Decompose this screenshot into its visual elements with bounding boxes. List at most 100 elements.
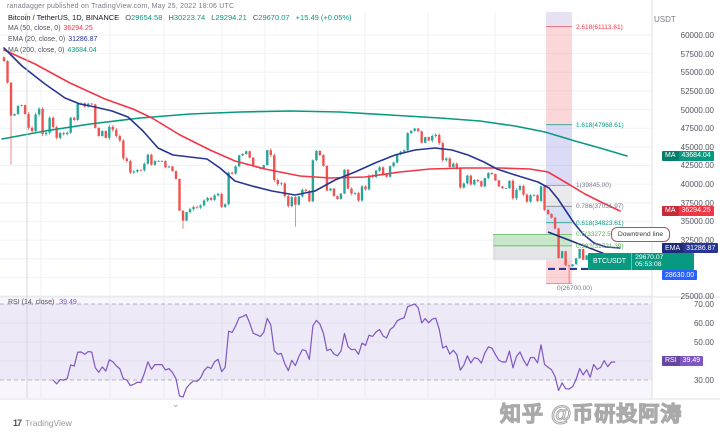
fib-level-label: 0(26700.00) <box>557 284 593 292</box>
legend-ema20[interactable]: EMA (20, close, 0) 31286.87 <box>8 36 97 43</box>
price-tick: 45000.00 <box>680 142 714 152</box>
candle <box>27 114 30 128</box>
candle <box>104 130 107 138</box>
axis-badge-rsi: RSI 39.49 <box>662 355 704 366</box>
candle <box>336 196 339 200</box>
candle <box>216 193 220 196</box>
candle <box>469 175 473 185</box>
price-tick: 40000.00 <box>680 180 714 190</box>
rsi-legend[interactable]: RSI (14, close) 39.49 <box>8 299 77 306</box>
ohlc-high-label: H <box>168 13 174 22</box>
candle <box>473 180 476 185</box>
fib-level-label: 0.618(34823.61) <box>576 219 624 227</box>
candle <box>567 265 571 267</box>
tradingview-logo[interactable]: 17 TradingView <box>13 418 72 428</box>
candle <box>9 82 13 116</box>
candle <box>511 180 515 199</box>
candle <box>111 126 115 130</box>
candle <box>409 130 413 134</box>
rsi-tick: 70.00 <box>693 300 714 309</box>
rsi-tick: 50.00 <box>693 338 714 347</box>
candle <box>157 161 160 162</box>
candle <box>308 190 311 202</box>
price-axis[interactable]: USDT 60000.00 57500.00 55000.00 52500.00 5000… <box>652 0 720 399</box>
candle <box>357 193 360 201</box>
candle <box>269 150 272 156</box>
candle <box>487 172 490 179</box>
ema20-value: 31286.87 <box>68 36 98 43</box>
candle <box>290 197 294 207</box>
candle <box>206 197 209 201</box>
candle <box>266 150 269 166</box>
candle <box>539 186 543 201</box>
ema20-label: EMA (20, close, 0) <box>8 36 66 43</box>
candle <box>230 172 234 174</box>
candle <box>529 195 532 202</box>
candle <box>332 188 336 197</box>
candle <box>223 204 227 207</box>
price-tick: 25000.00 <box>680 291 714 301</box>
candle <box>48 117 51 133</box>
ohlc-close-value: 29670.07 <box>258 13 290 22</box>
legend-ma200[interactable]: MA (200, close, 0) 43684.04 <box>8 47 97 54</box>
axis-badge-ma: MA 43684.04 <box>662 150 714 161</box>
candle <box>392 162 395 167</box>
candle <box>122 140 125 159</box>
candle <box>213 195 216 200</box>
candle <box>406 133 409 151</box>
ohlc-close-label: C <box>252 13 259 22</box>
symbol-legend[interactable]: Bitcoin / TetherUS, 1D, BINANCE O29654.5… <box>8 13 352 22</box>
ohlc-low-value: 29294.21 <box>215 13 247 22</box>
candle <box>564 251 567 266</box>
candle <box>560 251 564 258</box>
candle <box>118 136 122 141</box>
candle <box>73 117 76 121</box>
candle <box>427 137 430 141</box>
price-tick: 37500.00 <box>680 198 714 208</box>
candle <box>434 134 437 137</box>
candle <box>13 114 16 116</box>
candle <box>150 154 153 165</box>
candle <box>480 181 483 187</box>
candle <box>192 206 195 210</box>
candle <box>76 103 79 121</box>
badge-tag: RSI <box>662 355 680 366</box>
ohlc-high-value: 30223.74 <box>173 13 206 22</box>
candle <box>585 255 588 260</box>
candle <box>515 189 518 199</box>
legend-ma50[interactable]: MA (50, close, 0) 36294.25 <box>8 25 93 32</box>
last-price-value: 29670.07 <box>635 253 664 261</box>
price-tick: 50000.00 <box>680 105 714 115</box>
candle <box>23 105 27 115</box>
candle <box>252 157 255 167</box>
candle <box>311 160 315 202</box>
rsi-value: 39.49 <box>59 299 77 306</box>
bar-countdown: 05:53:08 <box>635 261 662 269</box>
candle <box>315 150 318 161</box>
candle <box>448 158 451 167</box>
rsi-tick: 30.00 <box>693 376 714 385</box>
candle <box>367 175 371 190</box>
fib-level-label: 1(39845.00) <box>576 182 612 190</box>
candle <box>374 170 378 178</box>
candle <box>385 174 388 177</box>
candle <box>125 158 129 162</box>
downtrend-line-callout[interactable]: Downtrend line <box>611 227 670 242</box>
candle <box>181 210 185 221</box>
ma200-label: MA (200, close, 0) <box>8 47 65 54</box>
candle <box>501 186 504 189</box>
candle <box>343 169 346 194</box>
candle <box>536 195 539 201</box>
last-price-badge: BTCUSDT 29670.07 05:53:08 <box>588 252 695 270</box>
candle <box>546 209 550 214</box>
candle <box>318 150 322 156</box>
candle <box>164 161 167 168</box>
candle <box>248 151 251 158</box>
badge-tag: EMA <box>662 243 684 254</box>
candle <box>185 212 188 221</box>
candle <box>466 175 469 184</box>
fib-level-label: 2.618(61113.61) <box>576 23 623 31</box>
candle <box>557 228 560 258</box>
candle <box>97 127 100 137</box>
